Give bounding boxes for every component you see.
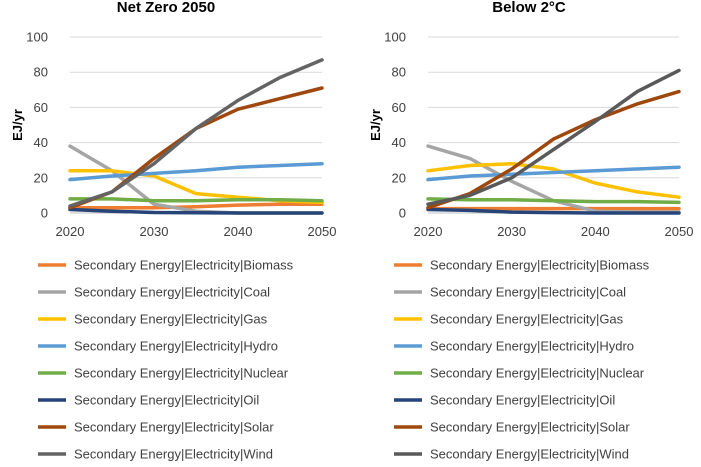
series-line-wind [68,58,324,208]
legend-item: Secondary Energy|Electricity|Oil [38,393,259,408]
legend-label: Secondary Energy|Electricity|Gas [74,312,268,327]
legend-label: Secondary Energy|Electricity|Biomass [430,258,650,273]
series-line-oil [68,207,324,215]
y-tick-label: 60 [34,100,48,115]
legend-label: Secondary Energy|Electricity|Oil [430,393,615,408]
series-line-hydro [68,161,324,182]
y-tick-label: 100 [26,30,48,45]
y-axis-label: EJ/yr [368,109,383,141]
legend-item: Secondary Energy|Electricity|Coal [38,285,270,300]
series-line-biomass [68,202,324,210]
legend-item: Secondary Energy|Electricity|Gas [394,312,624,327]
x-tick-label: 2040 [581,224,610,239]
legend-label: Secondary Energy|Electricity|Nuclear [430,366,645,381]
legend-label: Secondary Energy|Electricity|Oil [74,393,259,408]
legend-item: Secondary Energy|Electricity|Hydro [38,339,278,354]
legend-item: Secondary Energy|Electricity|Wind [38,447,273,462]
legend-label: Secondary Energy|Electricity|Coal [430,285,626,300]
chart-title: Below 2°C [492,0,566,16]
series-line-oil [426,207,681,215]
legend-item: Secondary Energy|Electricity|Nuclear [394,366,645,381]
x-tick-label: 2030 [497,224,526,239]
legend-item: Secondary Energy|Electricity|Coal [394,285,626,300]
legend-item: Secondary Energy|Electricity|Oil [394,393,615,408]
legend-item: Secondary Energy|Electricity|Biomass [394,258,650,273]
legend-item: Secondary Energy|Electricity|Hydro [394,339,634,354]
y-tick-label: 100 [384,30,406,45]
legend-label: Secondary Energy|Electricity|Nuclear [74,366,289,381]
legend-label: Secondary Energy|Electricity|Biomass [74,258,294,273]
legend-item: Secondary Energy|Electricity|Solar [38,420,274,435]
series-line-solar [68,86,324,210]
y-tick-label: 40 [392,135,406,150]
chart-title: Net Zero 2050 [117,0,215,16]
x-tick-label: 2050 [665,224,694,239]
series-line-gas [426,161,681,199]
legend-label: Secondary Energy|Electricity|Wind [430,447,629,462]
legend-label: Secondary Energy|Electricity|Solar [430,420,630,435]
legend-label: Secondary Energy|Electricity|Solar [74,420,274,435]
y-tick-label: 0 [41,206,48,221]
legend-item: Secondary Energy|Electricity|Gas [38,312,268,327]
y-tick-label: 20 [34,170,48,185]
y-tick-label: 60 [392,100,406,115]
legend-label: Secondary Energy|Electricity|Wind [74,447,273,462]
series-line-nuclear [68,197,324,203]
y-axis-label: EJ/yr [10,109,25,141]
x-tick-label: 2020 [56,224,85,239]
legend-label: Secondary Energy|Electricity|Gas [430,312,624,327]
legend-item: Secondary Energy|Electricity|Biomass [38,258,294,273]
legend-item: Secondary Energy|Electricity|Solar [394,420,630,435]
series-line-wind [426,68,681,206]
y-tick-label: 0 [399,206,406,221]
series-line-nuclear [426,197,681,205]
series-line-hydro [426,165,681,182]
x-tick-label: 2050 [308,224,337,239]
y-tick-label: 80 [392,65,406,80]
legend-label: Secondary Energy|Electricity|Hydro [74,339,278,354]
legend-item: Secondary Energy|Electricity|Nuclear [38,366,289,381]
y-tick-label: 20 [392,170,406,185]
legend-label: Secondary Energy|Electricity|Hydro [430,339,634,354]
x-tick-label: 2030 [140,224,169,239]
y-tick-label: 40 [34,135,48,150]
x-tick-label: 2020 [414,224,443,239]
x-tick-label: 2040 [224,224,253,239]
legend-label: Secondary Energy|Electricity|Coal [74,285,270,300]
y-tick-label: 80 [34,65,48,80]
legend-item: Secondary Energy|Electricity|Wind [394,447,629,462]
